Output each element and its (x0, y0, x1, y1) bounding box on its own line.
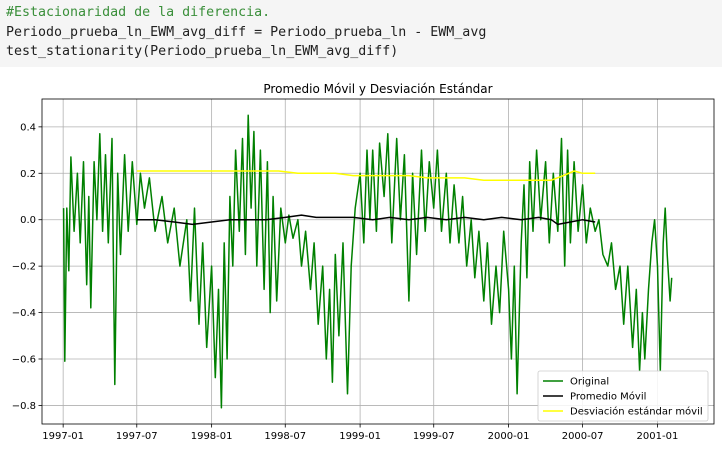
x-tick-label: 1999-07 (413, 431, 455, 442)
y-tick-label: 0.2 (20, 169, 36, 180)
y-tick-label: 0.4 (20, 122, 36, 133)
legend-box (537, 370, 709, 422)
x-tick-label: 2001-01 (637, 431, 679, 442)
code-cell[interactable]: #Estacionaridad de la diferencia. Period… (0, 0, 722, 67)
y-tick-label: −0.4 (12, 308, 36, 319)
code-line-assignment: Periodo_prueba_ln_EWM_avg_diff = Periodo… (6, 24, 487, 40)
plot-area-frame (41, 98, 715, 425)
series-original-line (62, 114, 673, 409)
x-tick-label: 2000-01 (488, 431, 530, 442)
y-tick-label: −0.2 (12, 262, 36, 273)
line-chart: Promedio Móvil y Desviación Estándar 199… (12, 82, 715, 442)
y-tick-label: 0.0 (20, 215, 36, 226)
legend-entry-original-label: Original (570, 377, 609, 388)
y-tick-label: −0.6 (12, 355, 36, 366)
code-line-call: test_stationarity(Periodo_prueba_ln_EWM_… (6, 44, 399, 59)
x-tick-label: 1997-01 (42, 431, 84, 442)
x-tick-label: 2000-07 (562, 431, 604, 442)
chart-title: Promedio Móvil y Desviación Estándar (263, 82, 492, 96)
series-group (62, 114, 673, 409)
code-comment-line: #Estacionaridad de la diferencia. (6, 5, 271, 20)
x-tick-label: 1999-01 (339, 431, 381, 442)
legend-entry-promedio-movil-label: Promedio Móvil (570, 391, 646, 403)
x-tick-label: 1998-07 (264, 431, 306, 442)
axis-ticks: 1997-01 1997-07 1998-01 1998-07 1999-01 1999-… (12, 122, 679, 442)
x-tick-label: 1998-01 (191, 431, 233, 442)
series-desviacion-estandar-line (136, 170, 596, 181)
x-tick-label: 1997-07 (116, 431, 158, 442)
legend: Original Promedio Móvil Desviación estánda… (537, 370, 709, 422)
legend-entry-desviacion-estandar-label: Desviación estándar móvil (570, 406, 703, 418)
series-promedio-movil-line (136, 214, 596, 226)
y-tick-label: −0.8 (12, 401, 36, 412)
